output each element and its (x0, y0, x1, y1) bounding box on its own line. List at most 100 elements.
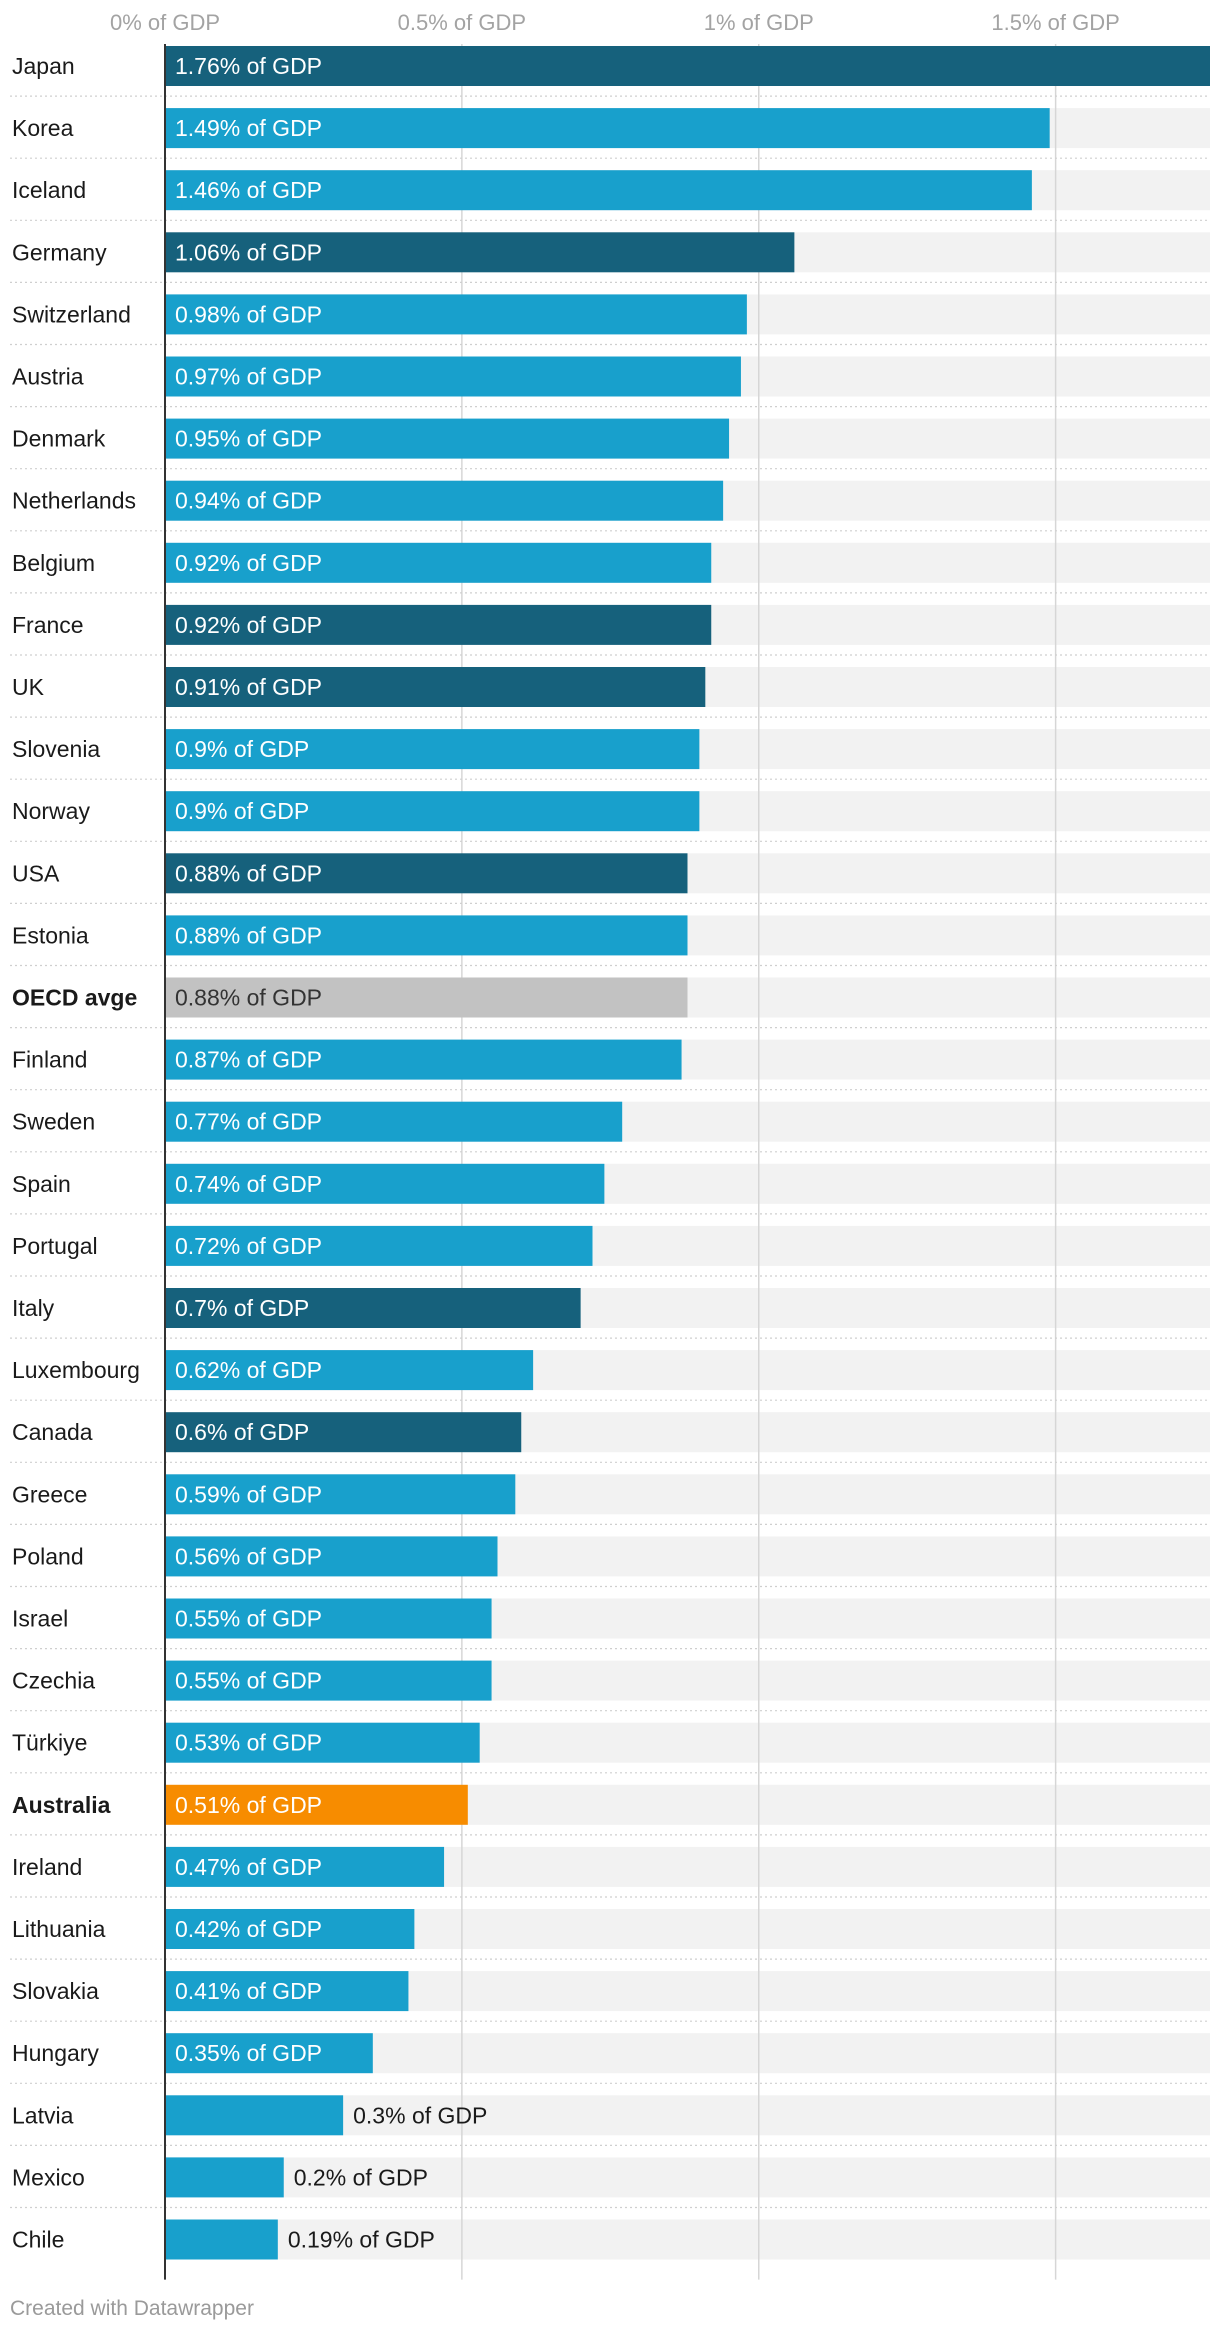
bar (165, 1412, 522, 1453)
value-label: 0.91% of GDP (175, 674, 322, 700)
x-tick-label: 0.5% of GDP (398, 10, 526, 35)
bar (165, 1039, 682, 1080)
bar (165, 915, 688, 956)
bar (165, 729, 700, 770)
bar (165, 1660, 492, 1701)
category-label: France (12, 612, 84, 638)
value-label: 0.97% of GDP (175, 364, 322, 390)
category-label: Slovakia (12, 1978, 99, 2004)
value-label: 0.53% of GDP (175, 1730, 322, 1756)
bar (165, 1909, 415, 1949)
bar (165, 667, 706, 707)
value-label: 0.41% of GDP (175, 1978, 322, 2004)
category-label: Italy (12, 1295, 55, 1321)
bar (165, 1225, 593, 1266)
value-label: 0.77% of GDP (175, 1109, 322, 1135)
category-label: Germany (12, 239, 107, 265)
value-label: 0.98% of GDP (175, 301, 322, 327)
category-label: Latvia (12, 2102, 74, 2128)
bar (165, 294, 747, 335)
bar (165, 1846, 445, 1887)
value-label: 0.88% of GDP (175, 985, 322, 1011)
value-label: 0.3% of GDP (353, 2102, 487, 2128)
bar (165, 1722, 480, 1763)
value-label: 0.88% of GDP (175, 922, 322, 948)
value-label: 0.92% of GDP (175, 550, 322, 576)
bar (165, 1163, 605, 1204)
bar (165, 2095, 344, 2136)
category-label: Czechia (12, 1668, 95, 1694)
bar (165, 1101, 623, 1142)
bar (165, 977, 688, 1018)
value-label: 0.94% of GDP (175, 488, 322, 514)
value-label: 0.2% of GDP (294, 2164, 428, 2190)
value-label: 1.46% of GDP (175, 177, 322, 203)
bar (165, 1784, 468, 1825)
value-label: 0.42% of GDP (175, 1916, 322, 1942)
bar (165, 356, 741, 397)
value-label: 0.9% of GDP (175, 736, 309, 762)
category-label: Switzerland (12, 301, 131, 327)
category-label: Israel (12, 1606, 68, 1632)
value-label: 0.87% of GDP (175, 1047, 322, 1073)
bar (165, 1474, 516, 1515)
value-label: 0.95% of GDP (175, 426, 322, 452)
bar (165, 791, 700, 832)
value-label: 1.76% of GDP (175, 53, 322, 79)
category-label: Ireland (12, 1854, 82, 1880)
value-label: 0.9% of GDP (175, 798, 309, 824)
bar-track (165, 2157, 1210, 2198)
category-label: Poland (12, 1543, 84, 1569)
category-label: Iceland (12, 177, 86, 203)
category-label: Canada (12, 1419, 93, 1445)
value-label: 0.19% of GDP (288, 2227, 435, 2253)
bar (165, 1288, 581, 1328)
bar (165, 2033, 373, 2074)
category-label: Norway (12, 798, 90, 824)
category-label: Portugal (12, 1233, 98, 1259)
bar (165, 1536, 498, 1577)
category-label: Sweden (12, 1109, 95, 1135)
bar (165, 604, 712, 645)
value-label: 0.92% of GDP (175, 612, 322, 638)
bar (165, 2219, 278, 2260)
value-label: 1.49% of GDP (175, 115, 322, 141)
x-tick-label: 1.5% of GDP (991, 10, 1119, 35)
bar (165, 2157, 284, 2198)
x-tick-label: 0% of GDP (110, 10, 220, 35)
value-label: 0.62% of GDP (175, 1357, 322, 1383)
value-label: 0.56% of GDP (175, 1543, 322, 1569)
category-label: Slovenia (12, 736, 100, 762)
category-label: Spain (12, 1171, 71, 1197)
bar (165, 108, 1050, 149)
value-label: 1.06% of GDP (175, 239, 322, 265)
bar (165, 542, 712, 583)
value-label: 0.51% of GDP (175, 1792, 322, 1818)
category-label: Türkiye (12, 1730, 87, 1756)
category-label: Mexico (12, 2164, 85, 2190)
value-label: 0.47% of GDP (175, 1854, 322, 1880)
value-label: 0.88% of GDP (175, 860, 322, 886)
footer-credit: Created with Datawrapper (10, 2297, 254, 2320)
value-label: 0.74% of GDP (175, 1171, 322, 1197)
value-label: 0.55% of GDP (175, 1668, 322, 1694)
bar (165, 853, 688, 894)
value-label: 0.55% of GDP (175, 1606, 322, 1632)
category-label: Netherlands (12, 488, 136, 514)
value-label: 0.7% of GDP (175, 1295, 309, 1321)
value-label: 0.59% of GDP (175, 1481, 322, 1507)
category-label: Japan (12, 53, 75, 79)
category-label: Korea (12, 115, 74, 141)
category-label: USA (12, 860, 60, 886)
category-label: Lithuania (12, 1916, 106, 1942)
bar (165, 418, 730, 459)
category-label: Hungary (12, 2040, 99, 2066)
bar (165, 1350, 534, 1391)
value-label: 0.35% of GDP (175, 2040, 322, 2066)
bar (165, 1598, 492, 1639)
bar (165, 1971, 409, 2012)
bar-track (165, 2219, 1210, 2260)
category-label: Belgium (12, 550, 95, 576)
